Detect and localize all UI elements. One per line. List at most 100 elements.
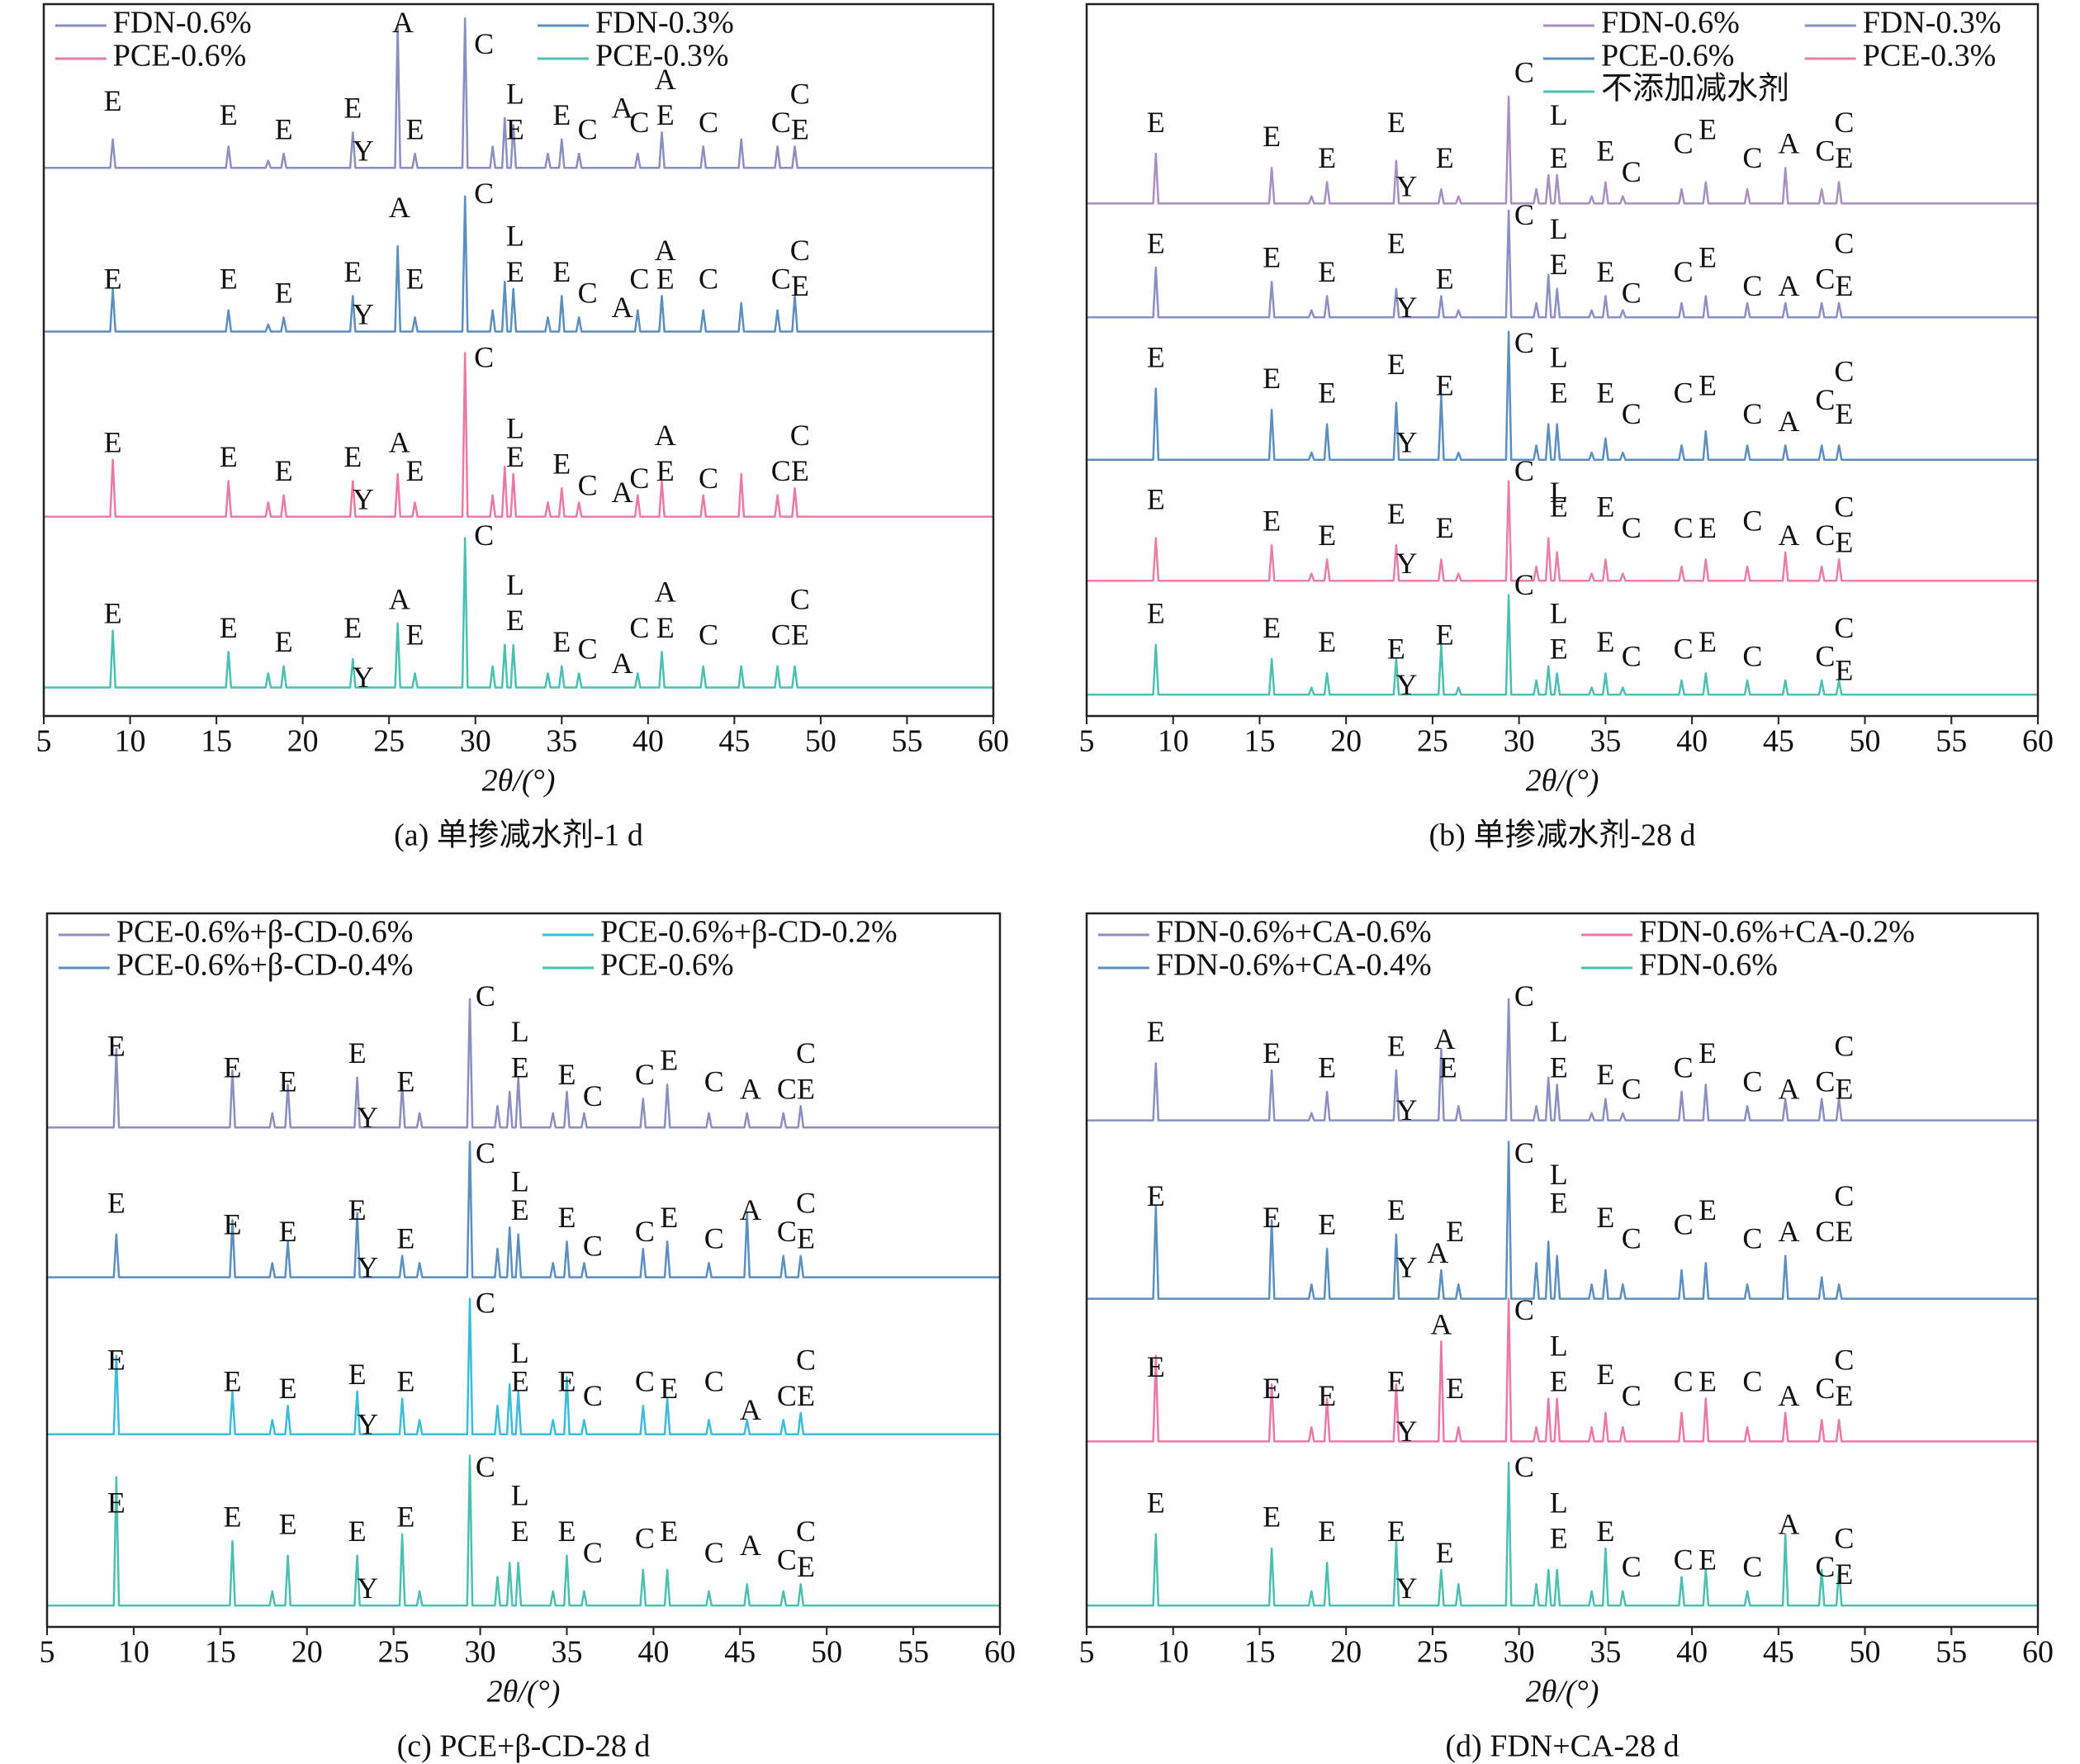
legend-label: PCE-0.6%+β-CD-0.2% [600,915,898,950]
phase-label: E [1439,1050,1457,1084]
phase-label: E [348,1036,367,1069]
phase-label: E [406,454,424,487]
x-tick-label: 20 [291,1635,323,1670]
phase-label: C [583,1229,603,1262]
phase-label: A [389,191,410,224]
phase-label: C [1674,511,1694,544]
phase-label: E [1550,1522,1568,1555]
phase-label: Y [1395,1415,1417,1448]
phase-label: E [1699,511,1717,544]
phase-label: A [1778,1215,1799,1248]
legend-label: FDN-0.6%+CA-0.6% [1156,915,1432,950]
phase-label: C [1834,490,1854,523]
phase-label: E [1446,1372,1464,1405]
phase-label: C [1834,355,1854,388]
x-tick-label: 5 [40,1635,55,1670]
phase-label: E [1263,505,1281,538]
legend-label: FDN-0.6% [1639,948,1778,983]
phase-label: C [1742,141,1762,174]
phase-label: Y [353,298,374,331]
phase-label: E [1387,1193,1405,1226]
x-tick-label: 25 [1417,724,1448,759]
phase-label: C [790,419,810,452]
phase-label: E [279,1507,297,1540]
x-tick-label: 55 [1935,724,1967,759]
phase-label: E [1835,141,1853,174]
phase-label: E [1387,1365,1405,1398]
xrd-line [1087,594,2038,696]
phase-label: A [392,6,414,39]
phase-label: A [1778,1072,1799,1105]
phase-label: E [396,1501,415,1534]
x-tick-label: 50 [805,724,836,759]
x-tick-label: 60 [984,1635,1016,1670]
phase-label: A [655,63,676,96]
phase-label: E [552,448,571,481]
phase-label: E [1318,1207,1336,1240]
phase-label: C [1622,1379,1642,1412]
phase-label: E [511,1193,529,1226]
phase-label: E [1318,255,1336,288]
phase-label: E [1835,525,1853,558]
phase-label: L [511,1336,529,1369]
x-tick-label: 60 [978,724,1009,759]
phase-label: E [1550,376,1568,409]
phase-label: C [635,1215,655,1248]
phase-label: C [790,77,810,110]
phase-label: C [1674,255,1694,288]
phase-label: E [1596,1201,1614,1234]
phase-label: L [506,220,524,253]
xrd-line [44,17,993,169]
caption: (a) 单掺减水剂-1 d [394,818,643,853]
phase-label: C [1834,1344,1854,1377]
phase-label: E [279,1065,297,1098]
phase-label: Y [1395,1250,1417,1283]
phase-label: Y [353,483,374,516]
phase-label: E [104,597,122,630]
phase-label: C [1815,1372,1835,1405]
phase-label: C [1742,1365,1762,1398]
legend-label: PCE-0.3% [595,39,729,74]
phase-label: Y [357,1101,378,1134]
x-tick-label: 60 [2022,1635,2054,1670]
phase-label: C [1742,269,1762,302]
x-tick-label: 5 [1079,724,1095,759]
phase-label: E [406,112,424,145]
phase-label: A [740,1529,761,1562]
phase-label: E [1835,269,1853,302]
phase-label: C [777,1544,797,1577]
phase-label: E [1147,1015,1165,1048]
phase-label: E [1596,134,1614,167]
phase-label: C [1742,505,1762,538]
phase-label: E [1596,625,1614,658]
phase-label: E [275,454,293,487]
phase-label: C [1674,1050,1694,1084]
phase-label: E [1550,141,1568,174]
xrd-line [1087,209,2038,319]
phase-label: E [1550,633,1568,666]
x-tick-label: 40 [633,724,664,759]
phase-label: L [1550,340,1568,373]
xrd-line [1087,330,2038,461]
x-tick-label: 35 [1590,724,1621,759]
phase-label: E [344,255,362,288]
phase-label: C [699,462,718,495]
phase-label: E [1596,376,1614,409]
phase-label: E [506,255,524,288]
x-tick-label: 15 [205,1635,236,1670]
phase-label: E [1263,1501,1281,1534]
phase-label: E [791,112,809,145]
plot-frame [42,2,995,718]
phase-label: E [1699,625,1717,658]
phase-label: E [1263,1372,1281,1405]
plot-frame [45,912,1002,1629]
x-axis-label: 2θ/(°) [1526,764,1599,799]
phase-label: E [104,84,122,117]
phase-label: C [796,1036,816,1069]
phase-label: C [476,1286,495,1319]
phase-label: C [790,582,810,615]
phase-label: E [279,1215,297,1248]
phase-label: C [796,1515,816,1548]
